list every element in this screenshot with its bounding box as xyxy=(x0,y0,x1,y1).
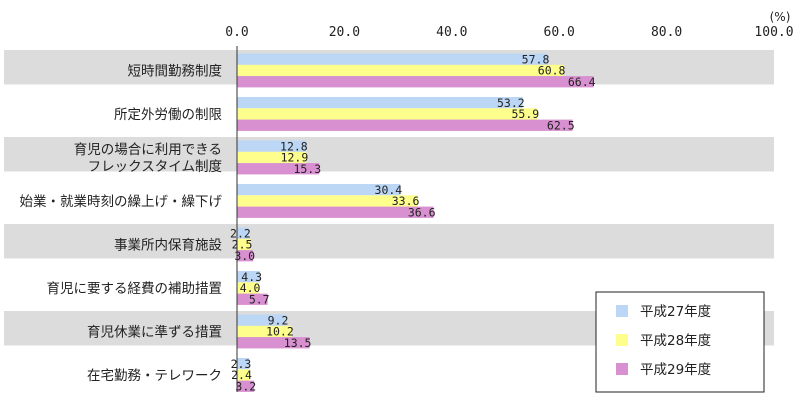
data-label: 9.2 xyxy=(268,313,289,327)
bar xyxy=(237,358,250,370)
x-tick-label: 60.0 xyxy=(544,25,575,40)
data-label: 5.7 xyxy=(249,292,270,306)
row-band xyxy=(4,224,774,259)
bar xyxy=(237,195,418,207)
bar xyxy=(237,108,538,120)
bar xyxy=(237,293,268,305)
category-label: 育児の場合に利用できる xyxy=(74,142,222,158)
data-label: 13.5 xyxy=(284,336,312,350)
bar xyxy=(237,184,401,196)
data-label: 2.3 xyxy=(231,357,252,371)
category-label: 育児休業に準ずる措置 xyxy=(87,324,222,340)
bar xyxy=(237,76,594,88)
data-label: 15.3 xyxy=(293,162,321,176)
data-label: 12.9 xyxy=(281,151,309,165)
data-label: 2.2 xyxy=(230,226,251,240)
legend-label: 平成28年度 xyxy=(640,333,711,349)
legend-label: 平成29年度 xyxy=(640,362,711,378)
bar xyxy=(237,53,548,65)
data-label: 3.2 xyxy=(235,379,256,393)
data-label: 3.0 xyxy=(234,249,255,263)
x-tick-label: 80.0 xyxy=(651,25,682,40)
bar xyxy=(237,140,306,152)
category-label: 事業所内保育施設 xyxy=(114,237,222,253)
category-label: 短時間勤務制度 xyxy=(128,63,223,79)
data-label: 2.5 xyxy=(232,238,253,252)
data-label: 33.6 xyxy=(392,194,420,208)
data-label: 10.2 xyxy=(266,325,294,339)
bar xyxy=(237,369,250,381)
bar xyxy=(237,206,434,218)
legend-label: 平成27年度 xyxy=(640,304,711,320)
legend-swatch xyxy=(616,363,628,375)
bar xyxy=(237,227,249,239)
bar xyxy=(237,64,564,77)
x-axis: 0.0 20.0 40.0 60.0 80.0 100.0(%) xyxy=(225,10,794,392)
bar xyxy=(237,238,251,251)
bar xyxy=(237,325,292,338)
data-label: 66.4 xyxy=(568,75,596,89)
category-label: 在宅勤務・テレワーク xyxy=(87,368,222,384)
x-tick-label: 100.0 xyxy=(754,25,793,40)
bar xyxy=(237,314,287,326)
data-label: 4.0 xyxy=(240,281,261,295)
bar xyxy=(237,250,254,262)
unit-label: (%) xyxy=(770,10,791,24)
bar xyxy=(237,337,310,349)
x-tick-label: 0.0 xyxy=(225,25,248,40)
data-label: 30.4 xyxy=(375,183,403,197)
bar xyxy=(237,380,255,392)
x-tick-label: 40.0 xyxy=(436,25,467,40)
data-label: 12.8 xyxy=(280,139,308,153)
x-tick-label: 20.0 xyxy=(329,25,360,40)
value-labels: 57.8 53.2 12.8 30.4 2.2 4.3 9.2 2.3 60.8 55.9 12.9… xyxy=(230,52,596,393)
data-label: 36.6 xyxy=(408,205,436,219)
data-label: 2.4 xyxy=(231,368,252,382)
bars xyxy=(237,53,594,392)
data-label: 4.3 xyxy=(241,270,262,284)
category-label: 所定外労働の制限 xyxy=(114,107,222,123)
category-labels: 短時間勤務制度所定外労働の制限育児の場合に利用できるフレックスタイム制度始業・就… xyxy=(20,63,223,384)
data-label: 62.5 xyxy=(547,118,575,132)
category-label: 始業・就業時刻の繰上げ・繰下げ xyxy=(20,194,223,210)
legend-swatch xyxy=(616,334,628,346)
bar xyxy=(237,271,261,283)
row-band xyxy=(4,137,774,172)
data-label: 53.2 xyxy=(497,96,525,110)
bar xyxy=(237,163,320,175)
data-label: 60.8 xyxy=(538,64,566,78)
category-label: フレックスタイム制度 xyxy=(88,159,222,175)
data-label: 55.9 xyxy=(511,107,539,121)
bar xyxy=(237,119,573,131)
data-label: 57.8 xyxy=(522,52,550,66)
legend-swatch xyxy=(616,305,628,317)
bar xyxy=(237,282,259,294)
bar xyxy=(237,151,307,164)
category-label: 育児に要する経費の補助措置 xyxy=(47,281,223,297)
bar xyxy=(237,97,523,109)
